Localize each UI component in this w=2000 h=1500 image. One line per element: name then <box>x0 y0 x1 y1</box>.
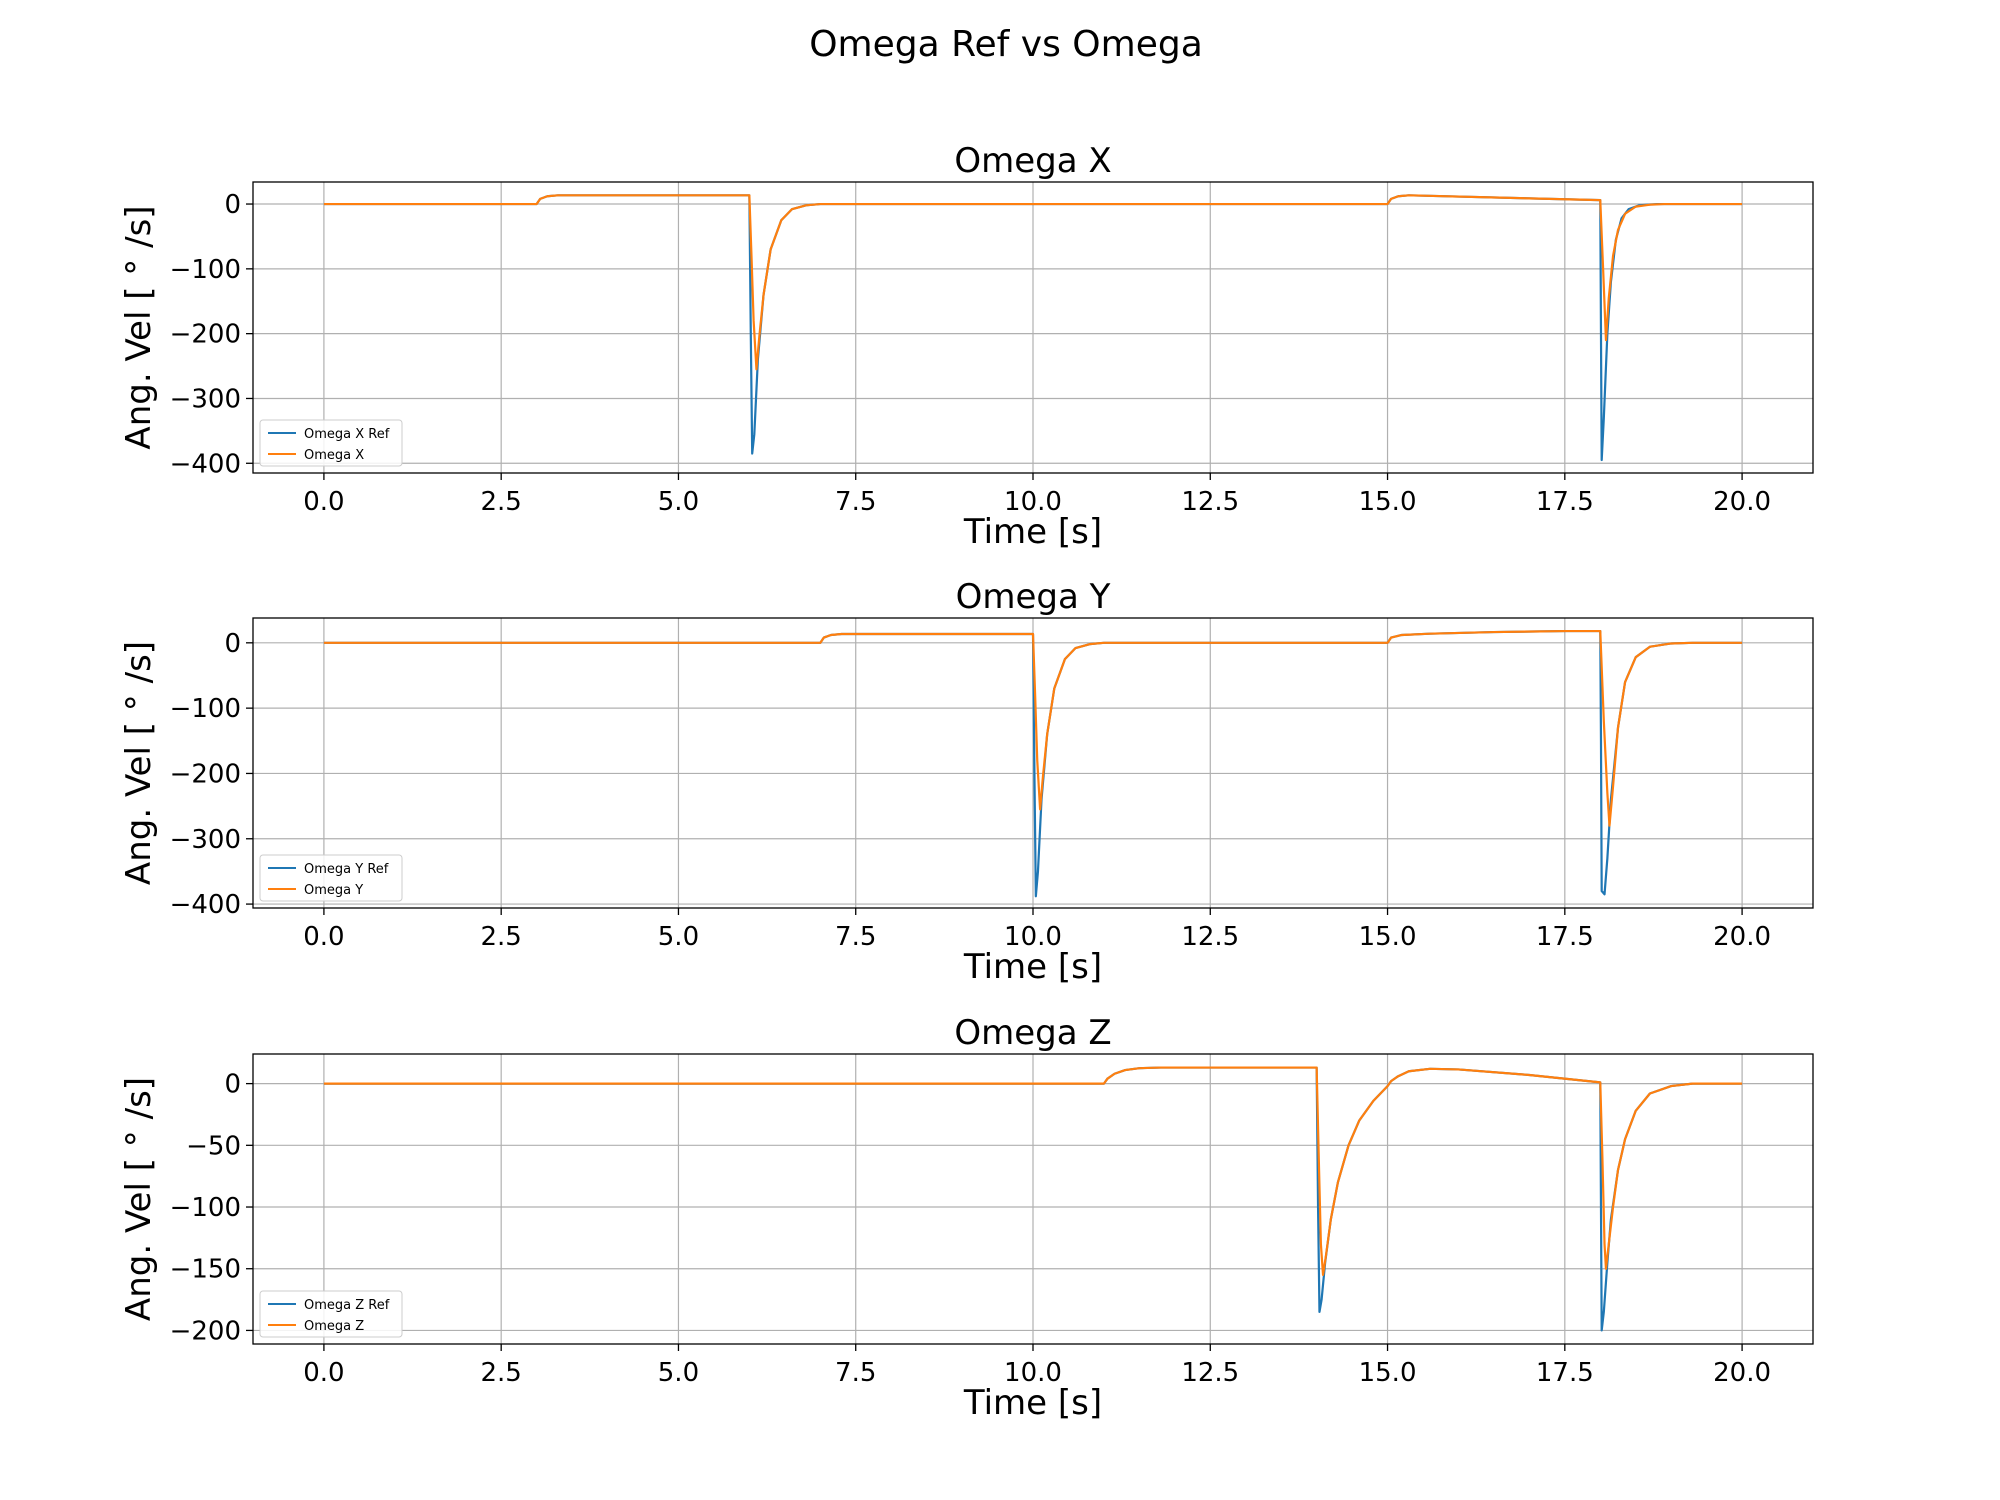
x-axis-label: Time [s] <box>963 512 1102 552</box>
legend: Omega X Ref Omega X <box>259 419 403 467</box>
y-tick-label: −200 <box>170 759 241 789</box>
x-tick-label: 15.0 <box>1359 487 1417 517</box>
x-axis-label: Time [s] <box>963 947 1102 987</box>
x-tick-label: 5.0 <box>658 1358 699 1388</box>
x-tick-label: 12.5 <box>1181 487 1239 517</box>
y-tick-label: −300 <box>170 384 241 414</box>
x-tick-label: 17.5 <box>1536 487 1594 517</box>
x-tick-label: 15.0 <box>1359 922 1417 952</box>
x-tick-label: 20.0 <box>1713 922 1771 952</box>
x-tick-label: 17.5 <box>1536 922 1594 952</box>
subplot-title: Omega Z <box>954 1013 1111 1053</box>
legend: Omega Y Ref Omega Y <box>259 854 403 902</box>
y-axis-label: Ang. Vel [ ° /s] <box>119 205 159 449</box>
series-line-actual <box>323 629 1743 827</box>
x-tick-label: 12.5 <box>1181 922 1239 952</box>
subplot-title: Omega Y <box>956 577 1111 617</box>
legend-label: Omega Y Ref <box>304 862 389 877</box>
x-tick-label: 17.5 <box>1536 1358 1594 1388</box>
subplots-container: 0.0 2.5 5.0 7.5 10.0 12.5 15.0 17.5 20.0 0 −100 −20… <box>119 141 1814 1423</box>
y-axis-label: Ang. Vel [ ° /s] <box>119 1077 159 1321</box>
subplot-2: 0.0 2.5 5.0 7.5 10.0 12.5 15.0 17.5 20.0 0 −100 −20… <box>119 577 1814 987</box>
x-tick-label: 10.0 <box>1004 487 1062 517</box>
y-tick-label: −400 <box>170 890 241 920</box>
x-tick-label: 7.5 <box>835 1358 876 1388</box>
legend-label: Omega Z <box>304 1319 364 1334</box>
legend-label: Omega Z Ref <box>304 1298 390 1313</box>
y-tick-label: −100 <box>170 1193 241 1223</box>
legend-label: Omega Y <box>304 883 363 898</box>
x-tick-label: 0.0 <box>303 922 344 952</box>
y-axis-label: Ang. Vel [ ° /s] <box>119 641 159 885</box>
subplot-1: 0.0 2.5 5.0 7.5 10.0 12.5 15.0 17.5 20.0 0 −100 −20… <box>119 141 1814 552</box>
x-tick-label: 7.5 <box>835 922 876 952</box>
y-tick-label: −400 <box>170 449 241 479</box>
x-tick-label: 0.0 <box>303 487 344 517</box>
y-tick-label: −50 <box>186 1131 241 1161</box>
x-tick-label: 20.0 <box>1713 1358 1771 1388</box>
x-tick-label: 5.0 <box>658 922 699 952</box>
x-tick-label: 20.0 <box>1713 487 1771 517</box>
legend-label: Omega X <box>304 448 364 463</box>
x-tick-label: 2.5 <box>481 922 522 952</box>
y-tick-label: −200 <box>170 320 241 350</box>
figure-title: Omega Ref vs Omega <box>809 24 1203 65</box>
x-tick-label: 12.5 <box>1181 1358 1239 1388</box>
series-line-actual <box>323 194 1743 371</box>
subplot-3: 0.0 2.5 5.0 7.5 10.0 12.5 15.0 17.5 20.0 0 −50 −100… <box>119 1013 1814 1423</box>
y-tick-label: 0 <box>224 629 241 659</box>
legend-label: Omega X Ref <box>304 427 390 442</box>
x-tick-label: 7.5 <box>835 487 876 517</box>
series-line-actual <box>323 1066 1743 1276</box>
x-tick-label: 10.0 <box>1004 1358 1062 1388</box>
y-tick-label: −150 <box>170 1255 241 1285</box>
y-tick-label: −100 <box>170 255 241 285</box>
x-tick-label: 15.0 <box>1359 1358 1417 1388</box>
x-tick-label: 2.5 <box>481 487 522 517</box>
y-tick-label: −300 <box>170 825 241 855</box>
y-tick-label: 0 <box>224 1070 241 1100</box>
x-tick-label: 10.0 <box>1004 922 1062 952</box>
y-tick-label: −100 <box>170 694 241 724</box>
x-axis-label: Time [s] <box>963 1383 1102 1423</box>
legend: Omega Z Ref Omega Z <box>259 1290 403 1338</box>
y-tick-label: −200 <box>170 1316 241 1346</box>
x-tick-label: 2.5 <box>481 1358 522 1388</box>
y-tick-label: 0 <box>224 190 241 220</box>
x-tick-label: 0.0 <box>303 1358 344 1388</box>
subplot-title: Omega X <box>954 141 1111 181</box>
x-tick-label: 5.0 <box>658 487 699 517</box>
